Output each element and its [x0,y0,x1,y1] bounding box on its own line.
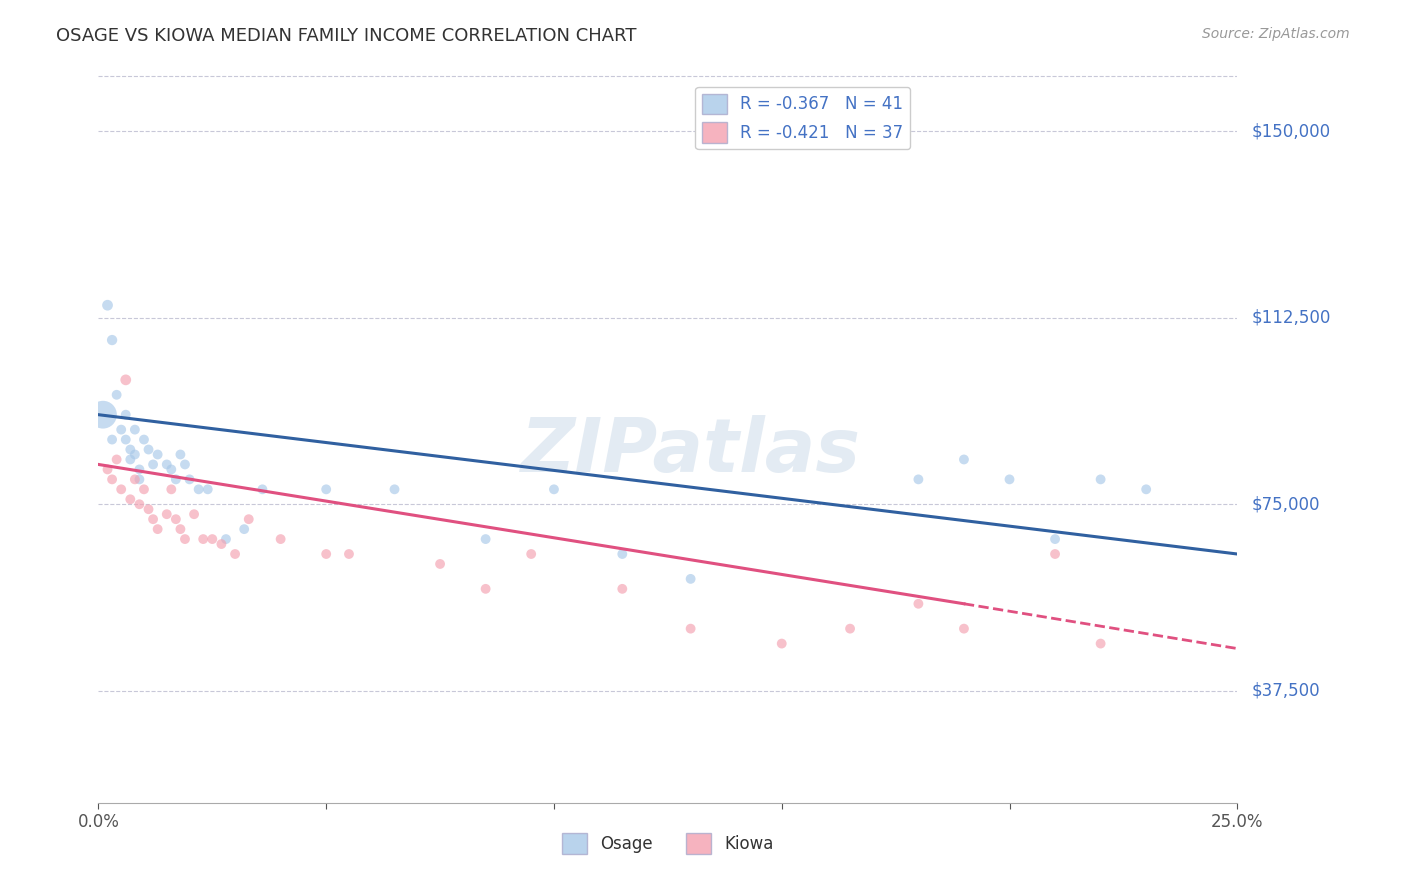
Point [96,298,118,312]
Point [1090,472,1112,486]
Point [120,492,142,507]
Point [124,423,146,437]
Point [165,472,187,486]
Legend: Osage, Kiowa: Osage, Kiowa [555,827,780,860]
Point [156,458,179,472]
Point [429,557,451,571]
Point [907,597,929,611]
Point [187,483,209,497]
Text: ZIPatlas: ZIPatlas [520,415,860,488]
Text: $37,500: $37,500 [1251,681,1320,700]
Point [120,442,142,457]
Text: $150,000: $150,000 [1251,122,1330,140]
Point [160,483,183,497]
Point [179,472,201,486]
Point [183,507,205,521]
Point [132,433,155,447]
Point [384,483,406,497]
Point [679,622,702,636]
Point [105,388,128,402]
Point [174,532,197,546]
Point [1043,547,1066,561]
Point [953,452,976,467]
Point [1135,483,1157,497]
Point [91,408,114,422]
Point [770,636,793,650]
Point [110,423,132,437]
Point [907,472,929,486]
Point [138,442,160,457]
Point [156,507,179,521]
Point [679,572,702,586]
Point [215,532,238,546]
Point [474,532,496,546]
Point [128,462,150,476]
Point [114,433,136,447]
Point [146,448,169,462]
Point [169,448,191,462]
Point [337,547,360,561]
Point [128,472,150,486]
Text: $112,500: $112,500 [1251,309,1330,326]
Point [270,532,292,546]
Point [315,547,337,561]
Point [238,512,260,526]
Point [224,547,246,561]
Point [612,582,634,596]
Point [612,547,634,561]
Point [105,452,128,467]
Point [252,483,274,497]
Point [839,622,862,636]
Point [197,483,219,497]
Point [114,373,136,387]
Point [233,522,256,536]
Point [174,458,197,472]
Point [998,472,1021,486]
Text: Source: ZipAtlas.com: Source: ZipAtlas.com [1202,27,1350,41]
Point [193,532,215,546]
Point [474,582,496,596]
Point [160,462,183,476]
Point [96,462,118,476]
Point [101,333,124,347]
Point [169,522,191,536]
Point [128,497,150,511]
Text: $75,000: $75,000 [1251,495,1320,513]
Point [124,472,146,486]
Point [165,512,187,526]
Point [953,622,976,636]
Point [120,452,142,467]
Point [114,408,136,422]
Point [543,483,565,497]
Point [520,547,543,561]
Point [146,522,169,536]
Point [138,502,160,516]
Point [142,512,165,526]
Point [209,537,232,551]
Point [101,472,124,486]
Point [315,483,337,497]
Point [101,433,124,447]
Point [1090,636,1112,650]
Point [142,458,165,472]
Text: OSAGE VS KIOWA MEDIAN FAMILY INCOME CORRELATION CHART: OSAGE VS KIOWA MEDIAN FAMILY INCOME CORR… [56,27,637,45]
Point [1043,532,1066,546]
Point [201,532,224,546]
Point [124,448,146,462]
Point [132,483,155,497]
Point [110,483,132,497]
